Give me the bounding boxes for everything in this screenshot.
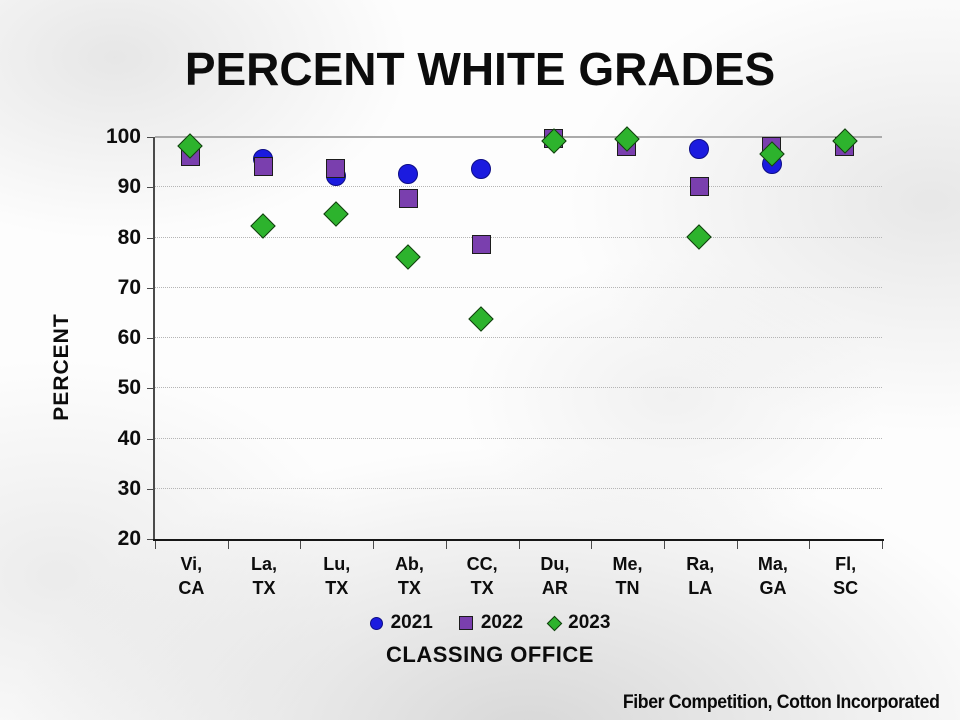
data-point-2023 <box>686 223 712 250</box>
data-point-2023 <box>468 306 494 333</box>
x-category-label: Ma, GA <box>757 554 788 598</box>
data-point-2021 <box>398 163 419 184</box>
gridline <box>155 186 882 188</box>
x-axis-line <box>153 539 884 541</box>
x-axis-tick <box>227 541 229 549</box>
x-axis-tick <box>518 541 520 549</box>
legend-label: 2023 <box>568 612 611 633</box>
x-category-label: Me, TN <box>612 554 643 598</box>
y-tick-label: 100 <box>105 125 141 148</box>
data-point-2021 <box>471 158 492 179</box>
legend-label: 2021 <box>390 612 433 633</box>
x-axis-tick <box>445 541 447 549</box>
y-axis-title: PERCENT <box>50 313 73 421</box>
y-tick-label: 60 <box>117 326 141 349</box>
data-point-2022 <box>398 189 418 209</box>
y-axis-tick <box>147 539 155 540</box>
x-axis-tick <box>736 541 738 549</box>
data-point-2022 <box>471 234 491 254</box>
diamond-legend-marker-icon <box>546 615 563 631</box>
x-category-label: Fl, SC <box>833 554 859 598</box>
y-tick-label: 70 <box>117 275 141 299</box>
data-point-2022 <box>326 159 346 179</box>
gridline <box>155 236 882 238</box>
y-axis-tick <box>147 287 155 289</box>
y-axis-tick <box>147 187 155 189</box>
y-tick-label: 50 <box>117 376 141 400</box>
legend-label: 2022 <box>480 612 524 633</box>
x-category-label: Du, AR <box>540 554 570 598</box>
gridline <box>155 286 882 288</box>
legend-item-2022: 2022 <box>458 612 524 634</box>
data-point-2021 <box>689 138 710 159</box>
y-tick-label: 20 <box>117 527 141 550</box>
footer-credit: Fiber Competition, Cotton Incorporated <box>623 692 940 713</box>
y-axis-tick <box>147 438 155 440</box>
y-axis-tick <box>147 338 155 339</box>
x-axis-tick <box>300 541 302 549</box>
y-axis-tick <box>147 488 155 490</box>
data-point-2022 <box>689 176 709 196</box>
x-category-label: Ra, LA <box>686 554 715 598</box>
x-axis-tick <box>373 541 375 549</box>
gridline <box>155 136 882 138</box>
gridline <box>155 387 882 389</box>
data-point-2023 <box>395 243 422 270</box>
x-axis-title: CLASSING OFFICE <box>386 642 594 667</box>
legend-item-2021: 2021 <box>369 612 433 634</box>
gridline <box>155 437 882 439</box>
legend-item-2023: 2023 <box>546 612 611 634</box>
y-tick-label: 30 <box>117 476 141 500</box>
x-category-label: La, TX <box>251 554 278 598</box>
circle-legend-marker-icon <box>369 616 383 630</box>
gridline <box>155 337 882 338</box>
x-axis-tick <box>809 541 811 549</box>
x-category-label: Vi, CA <box>178 554 205 598</box>
x-category-label: Lu, TX <box>323 554 351 598</box>
data-point-2023 <box>250 213 276 240</box>
x-axis-tick <box>663 541 665 549</box>
gridline <box>155 487 882 489</box>
data-point-2023 <box>323 201 349 227</box>
y-axis-tick <box>147 237 155 239</box>
y-tick-label: 80 <box>117 225 141 249</box>
y-tick-label: 90 <box>117 175 141 199</box>
x-axis-tick <box>591 541 593 549</box>
y-axis-tick <box>147 388 155 390</box>
y-tick-label: 40 <box>117 426 141 450</box>
y-axis-line <box>153 137 155 541</box>
x-category-label: CC, TX <box>466 554 498 598</box>
chart-title: PERCENT WHITE GRADES <box>184 43 776 95</box>
y-axis-tick <box>147 137 155 138</box>
x-axis-tick <box>882 541 883 549</box>
legend: 2021 2022 2023 <box>20 612 960 634</box>
x-axis-tick <box>155 541 156 549</box>
data-point-2022 <box>253 156 273 176</box>
square-legend-marker-icon <box>458 616 473 630</box>
x-category-label: Ab, TX <box>394 554 424 598</box>
